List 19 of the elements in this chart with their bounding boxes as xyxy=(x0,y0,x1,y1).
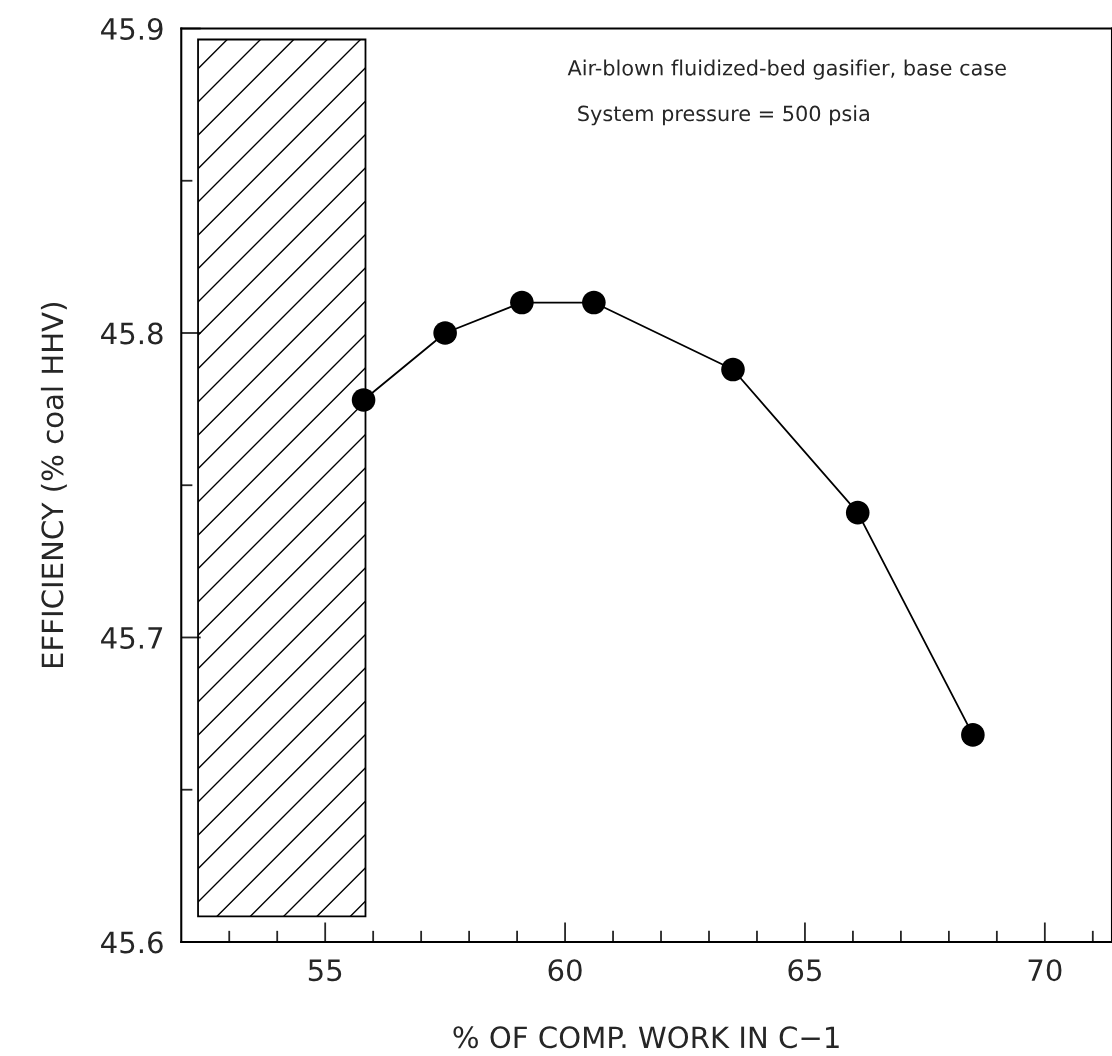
point xyxy=(510,290,534,315)
x-tick-label: 70 xyxy=(1028,959,1062,982)
x-axis-title: % OF COMP. WORK IN C−1 xyxy=(453,1026,839,1049)
point xyxy=(433,321,457,345)
y-tick-label: 45.8 xyxy=(101,322,163,345)
point xyxy=(351,388,376,412)
y-tick-label: 45.7 xyxy=(101,627,163,649)
y-tick-label: 45.9 xyxy=(101,17,163,41)
y-axis-title: EFFICIENCY (% coal HHV) xyxy=(40,303,67,668)
point xyxy=(845,500,870,525)
x-tick-label: 65 xyxy=(788,959,821,982)
point xyxy=(582,290,606,315)
y-tick-label: 45.6 xyxy=(101,931,163,954)
annotation: System pressure = 500 psia xyxy=(578,105,869,126)
x-tick-label: 60 xyxy=(548,959,582,982)
point xyxy=(721,357,745,382)
x-tick-label: 55 xyxy=(308,959,342,982)
annotation: Air-blown fluidized-bed gasifier, base case xyxy=(567,59,1006,80)
point xyxy=(961,723,985,747)
